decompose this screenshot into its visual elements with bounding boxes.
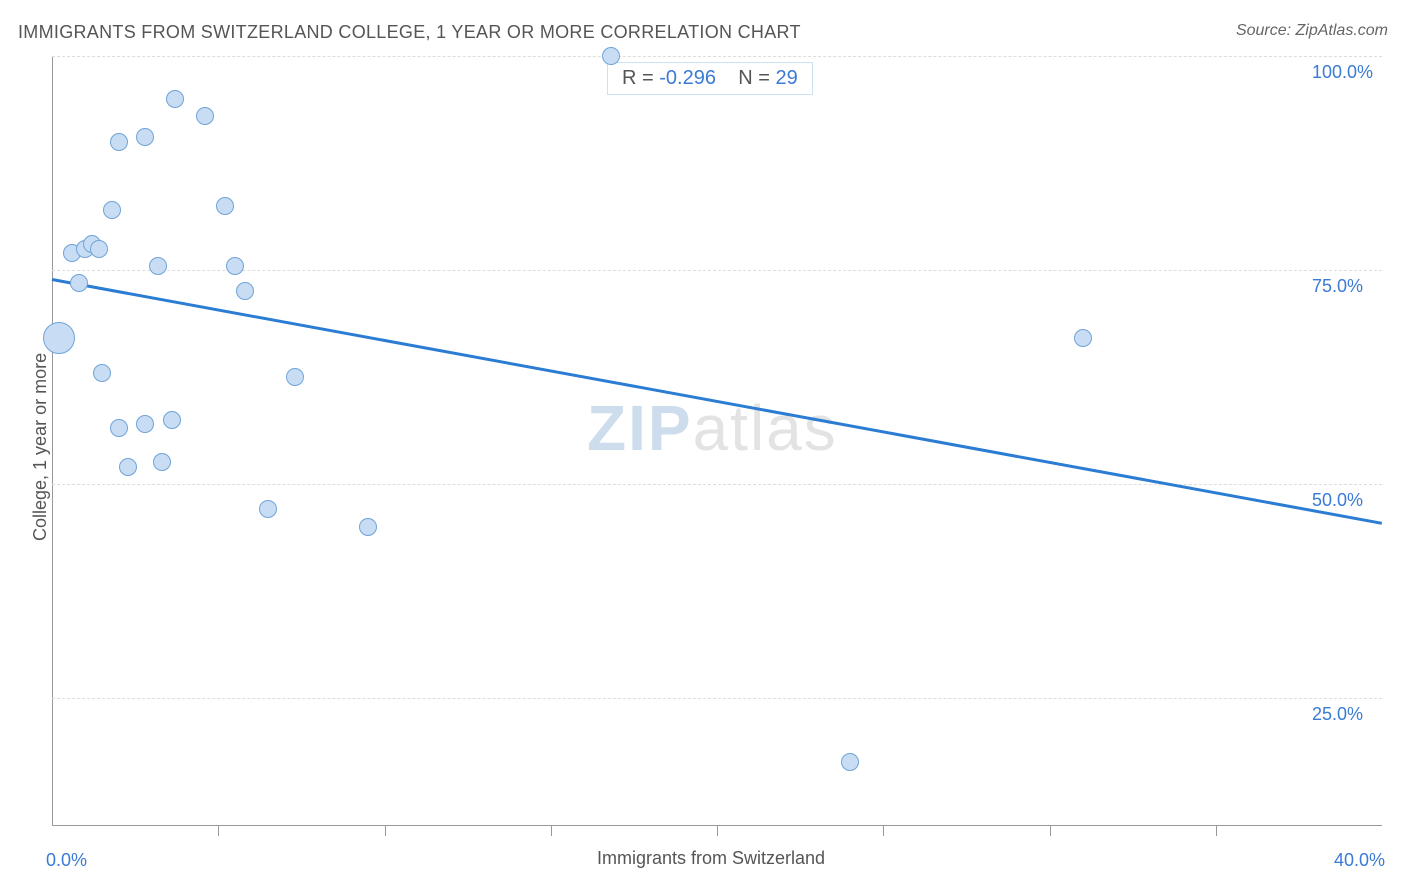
data-point bbox=[136, 415, 154, 433]
data-point bbox=[226, 257, 244, 275]
gridline bbox=[52, 56, 1382, 57]
data-point bbox=[163, 411, 181, 429]
data-point bbox=[93, 364, 111, 382]
r-value: -0.296 bbox=[659, 67, 716, 89]
data-point bbox=[1074, 329, 1092, 347]
n-value: 29 bbox=[775, 67, 797, 89]
n-label: N = bbox=[738, 67, 770, 89]
x-tick bbox=[717, 826, 718, 836]
data-point bbox=[70, 274, 88, 292]
data-point bbox=[43, 322, 75, 354]
correlation-stats-box: R = -0.296 N = 29 bbox=[607, 62, 813, 95]
data-point bbox=[119, 458, 137, 476]
x-tick bbox=[883, 826, 884, 836]
r-label: R = bbox=[622, 67, 654, 89]
x-max-label: 40.0% bbox=[1334, 850, 1385, 871]
data-point bbox=[196, 107, 214, 125]
data-point bbox=[90, 240, 108, 258]
x-tick bbox=[218, 826, 219, 836]
x-tick bbox=[1050, 826, 1051, 836]
chart-title: IMMIGRANTS FROM SWITZERLAND COLLEGE, 1 Y… bbox=[18, 22, 801, 43]
y-tick-label: 100.0% bbox=[1312, 62, 1373, 83]
plot-area bbox=[52, 56, 1382, 826]
x-min-label: 0.0% bbox=[46, 850, 87, 871]
data-point bbox=[236, 282, 254, 300]
x-axis-label: Immigrants from Switzerland bbox=[597, 848, 825, 869]
data-point bbox=[359, 518, 377, 536]
x-tick bbox=[385, 826, 386, 836]
gridline bbox=[52, 270, 1382, 271]
y-tick-label: 25.0% bbox=[1312, 704, 1363, 725]
data-point bbox=[136, 128, 154, 146]
data-point bbox=[149, 257, 167, 275]
data-point bbox=[110, 133, 128, 151]
data-point bbox=[216, 197, 234, 215]
y-axis-label: College, 1 year or more bbox=[30, 353, 51, 541]
source-attribution: Source: ZipAtlas.com bbox=[1236, 22, 1388, 40]
data-point bbox=[153, 453, 171, 471]
data-point bbox=[166, 90, 184, 108]
data-point bbox=[841, 753, 859, 771]
x-tick bbox=[1216, 826, 1217, 836]
data-point bbox=[103, 201, 121, 219]
y-tick-label: 75.0% bbox=[1312, 276, 1363, 297]
data-point bbox=[259, 500, 277, 518]
y-tick-label: 50.0% bbox=[1312, 490, 1363, 511]
data-point bbox=[286, 368, 304, 386]
gridline bbox=[52, 698, 1382, 699]
x-tick bbox=[551, 826, 552, 836]
data-point bbox=[110, 419, 128, 437]
data-point bbox=[602, 47, 620, 65]
